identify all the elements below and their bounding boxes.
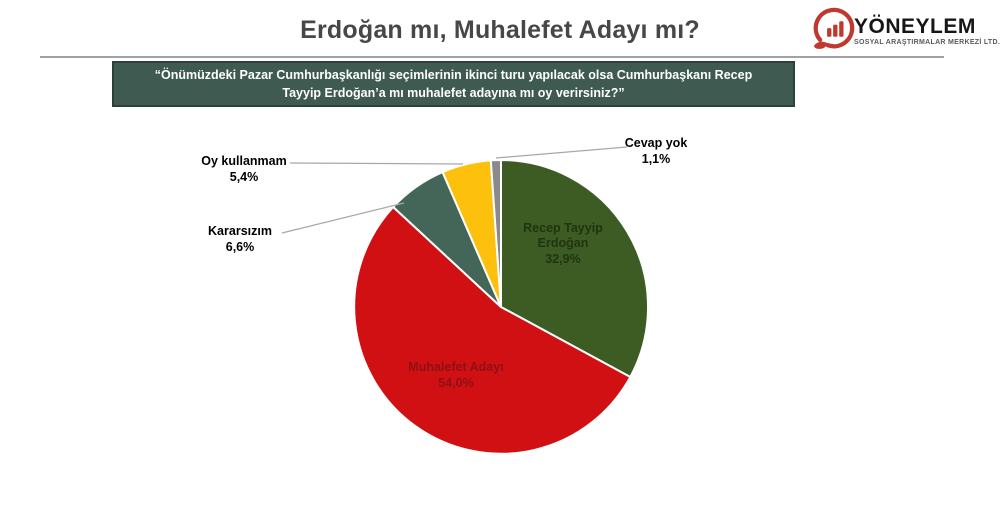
question-text: “Önümüzdeki Pazar Cumhurbaşkanlığı seçim… [154, 68, 753, 100]
slice-label-value: 32,9% [545, 252, 581, 266]
slice-label-cevap-yok: Cevap yok 1,1% [606, 136, 706, 167]
slice-label-name: Cevap yok [624, 136, 688, 150]
page-title: Erdoğan mı, Muhalefet Adayı mı? [300, 16, 700, 44]
slice-label-name: Oy kullanmam [201, 154, 287, 168]
slice-label-value: 1,1% [641, 152, 671, 166]
leader-line-cevap-yok [495, 146, 628, 159]
slice-label-value: 6,6% [225, 240, 255, 254]
logo-wordmark: YÖNEYLEM [854, 14, 976, 38]
slice-label-name: Kararsızım [208, 224, 272, 238]
slice-label-oy-kullanmam: Oy kullanmam 5,4% [189, 154, 299, 185]
slice-label-kararsizim: Kararsızım 6,6% [185, 224, 295, 255]
slice-label-muhalefet-adayi: Muhalefet Adayı 54,0% [381, 360, 531, 391]
leader-lines [281, 146, 628, 234]
pie-slice-cevap-yok [489, 159, 502, 308]
leader-line-kararsizim [281, 202, 405, 234]
pie-slice-muhalefet-aday- [353, 206, 632, 455]
logo: YÖNEYLEM SOSYAL ARAŞTIRMALAR MERKEZİ LTD… [808, 4, 1000, 54]
slice-label-recep-tayyip-erdogan: Recep Tayyip Erdoğan 32,9% [513, 221, 613, 267]
slice-label-value: 5,4% [229, 170, 259, 184]
slice-label-value: 54,0% [438, 376, 474, 390]
pie-slices [353, 159, 649, 455]
question-box: “Önümüzdeki Pazar Cumhurbaşkanlığı seçim… [112, 61, 795, 107]
logo-subtitle: SOSYAL ARAŞTIRMALAR MERKEZİ LTD. ŞTİ. [854, 38, 1000, 46]
title-underline [40, 56, 944, 58]
leader-line-oy-kullanmam [289, 162, 464, 165]
bar-chart-hand-icon [813, 7, 855, 49]
pie-slice-recep-tayyip-erdo-an [500, 159, 649, 378]
slice-label-name: Muhalefet Adayı [408, 360, 504, 374]
slice-label-name: Recep Tayyip Erdoğan [523, 221, 603, 250]
